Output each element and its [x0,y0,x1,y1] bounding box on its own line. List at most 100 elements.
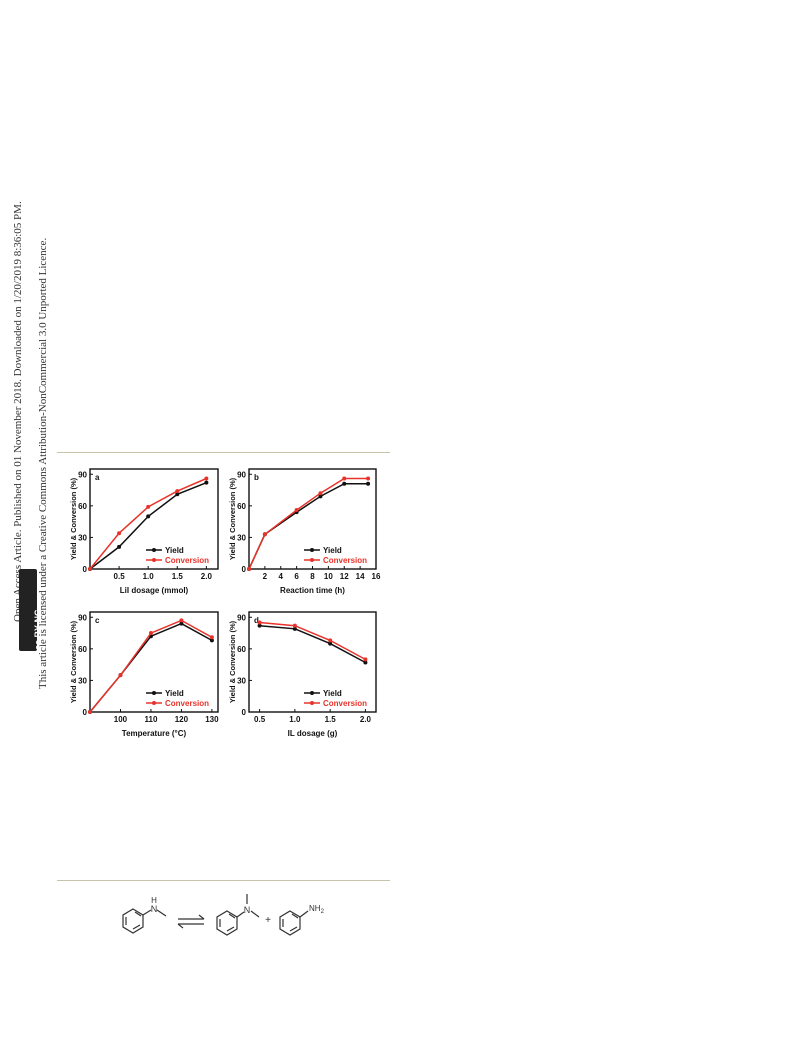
panel-a-ytick-label: 30 [78,533,87,542]
panel-d-yield-point [328,641,333,646]
panel-c-letter: c [95,616,100,625]
panel-a-xtick-label: 0.5 [114,572,126,581]
panel-c-xlabel: Temperature (°C) [122,729,187,738]
panel-b-legend-label: Conversion [323,556,367,565]
panel-b-xtick-label: 16 [372,572,381,581]
panel-d-conversion-point [292,623,297,628]
panel-d-conversion-point [257,620,262,625]
panel-a-yield-point [175,492,180,497]
panel-d-ytick-label: 30 [237,676,246,685]
panel-a-legend-label: Conversion [165,556,209,565]
panel-b-xtick-label: 14 [356,572,365,581]
panel-c-legend-marker [152,691,156,695]
panel-b-xtick-label: 8 [310,572,315,581]
panel-c-ytick-label: 30 [78,676,87,685]
panel-a-conversion-point [88,567,92,571]
panel-d-legend-label: Conversion [323,699,367,708]
panel-c-xtick-label: 120 [175,715,189,724]
panel-d-ylabel: Yield & Conversion (%) [228,620,237,703]
panel-d-xlabel: IL dosage (g) [288,729,338,738]
bottom-divider [57,880,390,881]
top-divider [57,452,390,453]
panel-a-frame [89,468,219,570]
panel-b-xtick-label: 10 [324,572,333,581]
panel-d-conversion-point [363,657,368,662]
panel-b-ytick-label: 30 [237,533,246,542]
panel-b-yield-point [342,481,347,486]
panel-b-conversion-point [294,508,299,513]
panel-a-ytick-label: 60 [78,502,87,511]
panel-b-xtick-label: 4 [279,572,284,581]
panel-c-xtick-label: 110 [144,715,157,724]
panel-b-ytick-label: 60 [237,502,246,511]
cc-license-badge[interactable] [19,569,37,651]
equilibrium-arrow [177,914,205,929]
panel-c-ytick-label: 60 [78,645,87,654]
panel-d-letter: d [254,616,259,625]
panel-c-conversion-point [148,631,153,636]
panel-a-ytick-label: 90 [78,470,87,479]
panel-b-xtick-label: 2 [263,572,268,581]
panel-c-conversion-point [209,635,214,640]
panel-d-legend-marker [310,691,314,695]
panel-a-xtick-label: 1.0 [143,572,155,581]
amine-n-label: N [151,904,158,914]
panel-a-ytick-label: 0 [83,565,88,574]
panel-c-legend-label: Conversion [165,699,209,708]
panel-b-conversion-point [366,476,371,481]
panel-d-xtick-label: 1.5 [325,715,337,724]
panel-c-conversion-point [118,673,123,678]
panel-d-yield-point [363,660,368,665]
panel-a-xlabel: LiI dosage (mmol) [120,586,189,595]
panel-d-ytick-label: 0 [242,708,247,717]
panel-b-legend-label: Yield [323,546,342,555]
panel-c-frame [89,611,219,713]
aniline-structure [279,910,309,936]
panel-a-yield-point [117,544,122,549]
panel-a-ylabel: Yield & Conversion (%) [69,477,78,560]
panel-b-conversion-point [262,532,267,537]
panel-b-legend-marker [310,558,314,562]
amine-h-label: H [151,896,157,905]
panel-b-conversion-point [247,567,251,571]
panel-a-legend-label: Yield [165,546,184,555]
panel-b-conversion-line [248,477,369,570]
panel-d-legend-marker [310,701,314,705]
panel-d-conversion-point [328,638,333,643]
panel-a-letter: a [95,473,100,482]
panel-b-xtick-label: 12 [340,572,349,581]
panel-b-legend-marker [310,548,314,552]
dimethylaniline-structure [216,894,260,936]
panel-b-ytick-label: 90 [237,470,246,479]
panel-d-xtick-label: 2.0 [360,715,372,724]
panel-a-conversion-point [175,489,180,494]
panel-c-conversion-point [179,618,184,623]
panel-d-yield-point [257,623,262,628]
panel-a-conversion-point [146,504,151,509]
panel-b-ylabel: Yield & Conversion (%) [228,477,237,560]
panel-a-xtick-label: 2.0 [201,572,213,581]
panel-b-xlabel: Reaction time (h) [280,586,345,595]
panel-b-yield-point [366,481,371,486]
panel-d-ytick-label: 90 [237,613,246,622]
panel-b-conversion-point [342,476,347,481]
panel-a-conversion-point [204,476,209,481]
panel-c-ylabel: Yield & Conversion (%) [69,620,78,703]
panel-d-ytick-label: 60 [237,645,246,654]
panel-c-conversion-point [88,710,92,714]
panel-d-yield-point [292,626,297,631]
panel-b-xtick-label: 6 [294,572,299,581]
panel-c-yield-point [209,638,214,643]
panel-d-xtick-label: 1.0 [289,715,301,724]
panel-c-legend-marker [152,701,156,705]
panel-b-conversion-point [318,491,323,496]
panel-b-letter: b [254,473,259,482]
n-methylaniline-structure [122,908,167,934]
panel-a-conversion-point [117,531,122,536]
panel-c-xtick-label: 130 [205,715,219,724]
panel-d-xtick-label: 0.5 [254,715,266,724]
panel-a-legend-marker [152,548,156,552]
license-sidebar: Open Access Article. Published on 01 Nov… [0,0,49,700]
